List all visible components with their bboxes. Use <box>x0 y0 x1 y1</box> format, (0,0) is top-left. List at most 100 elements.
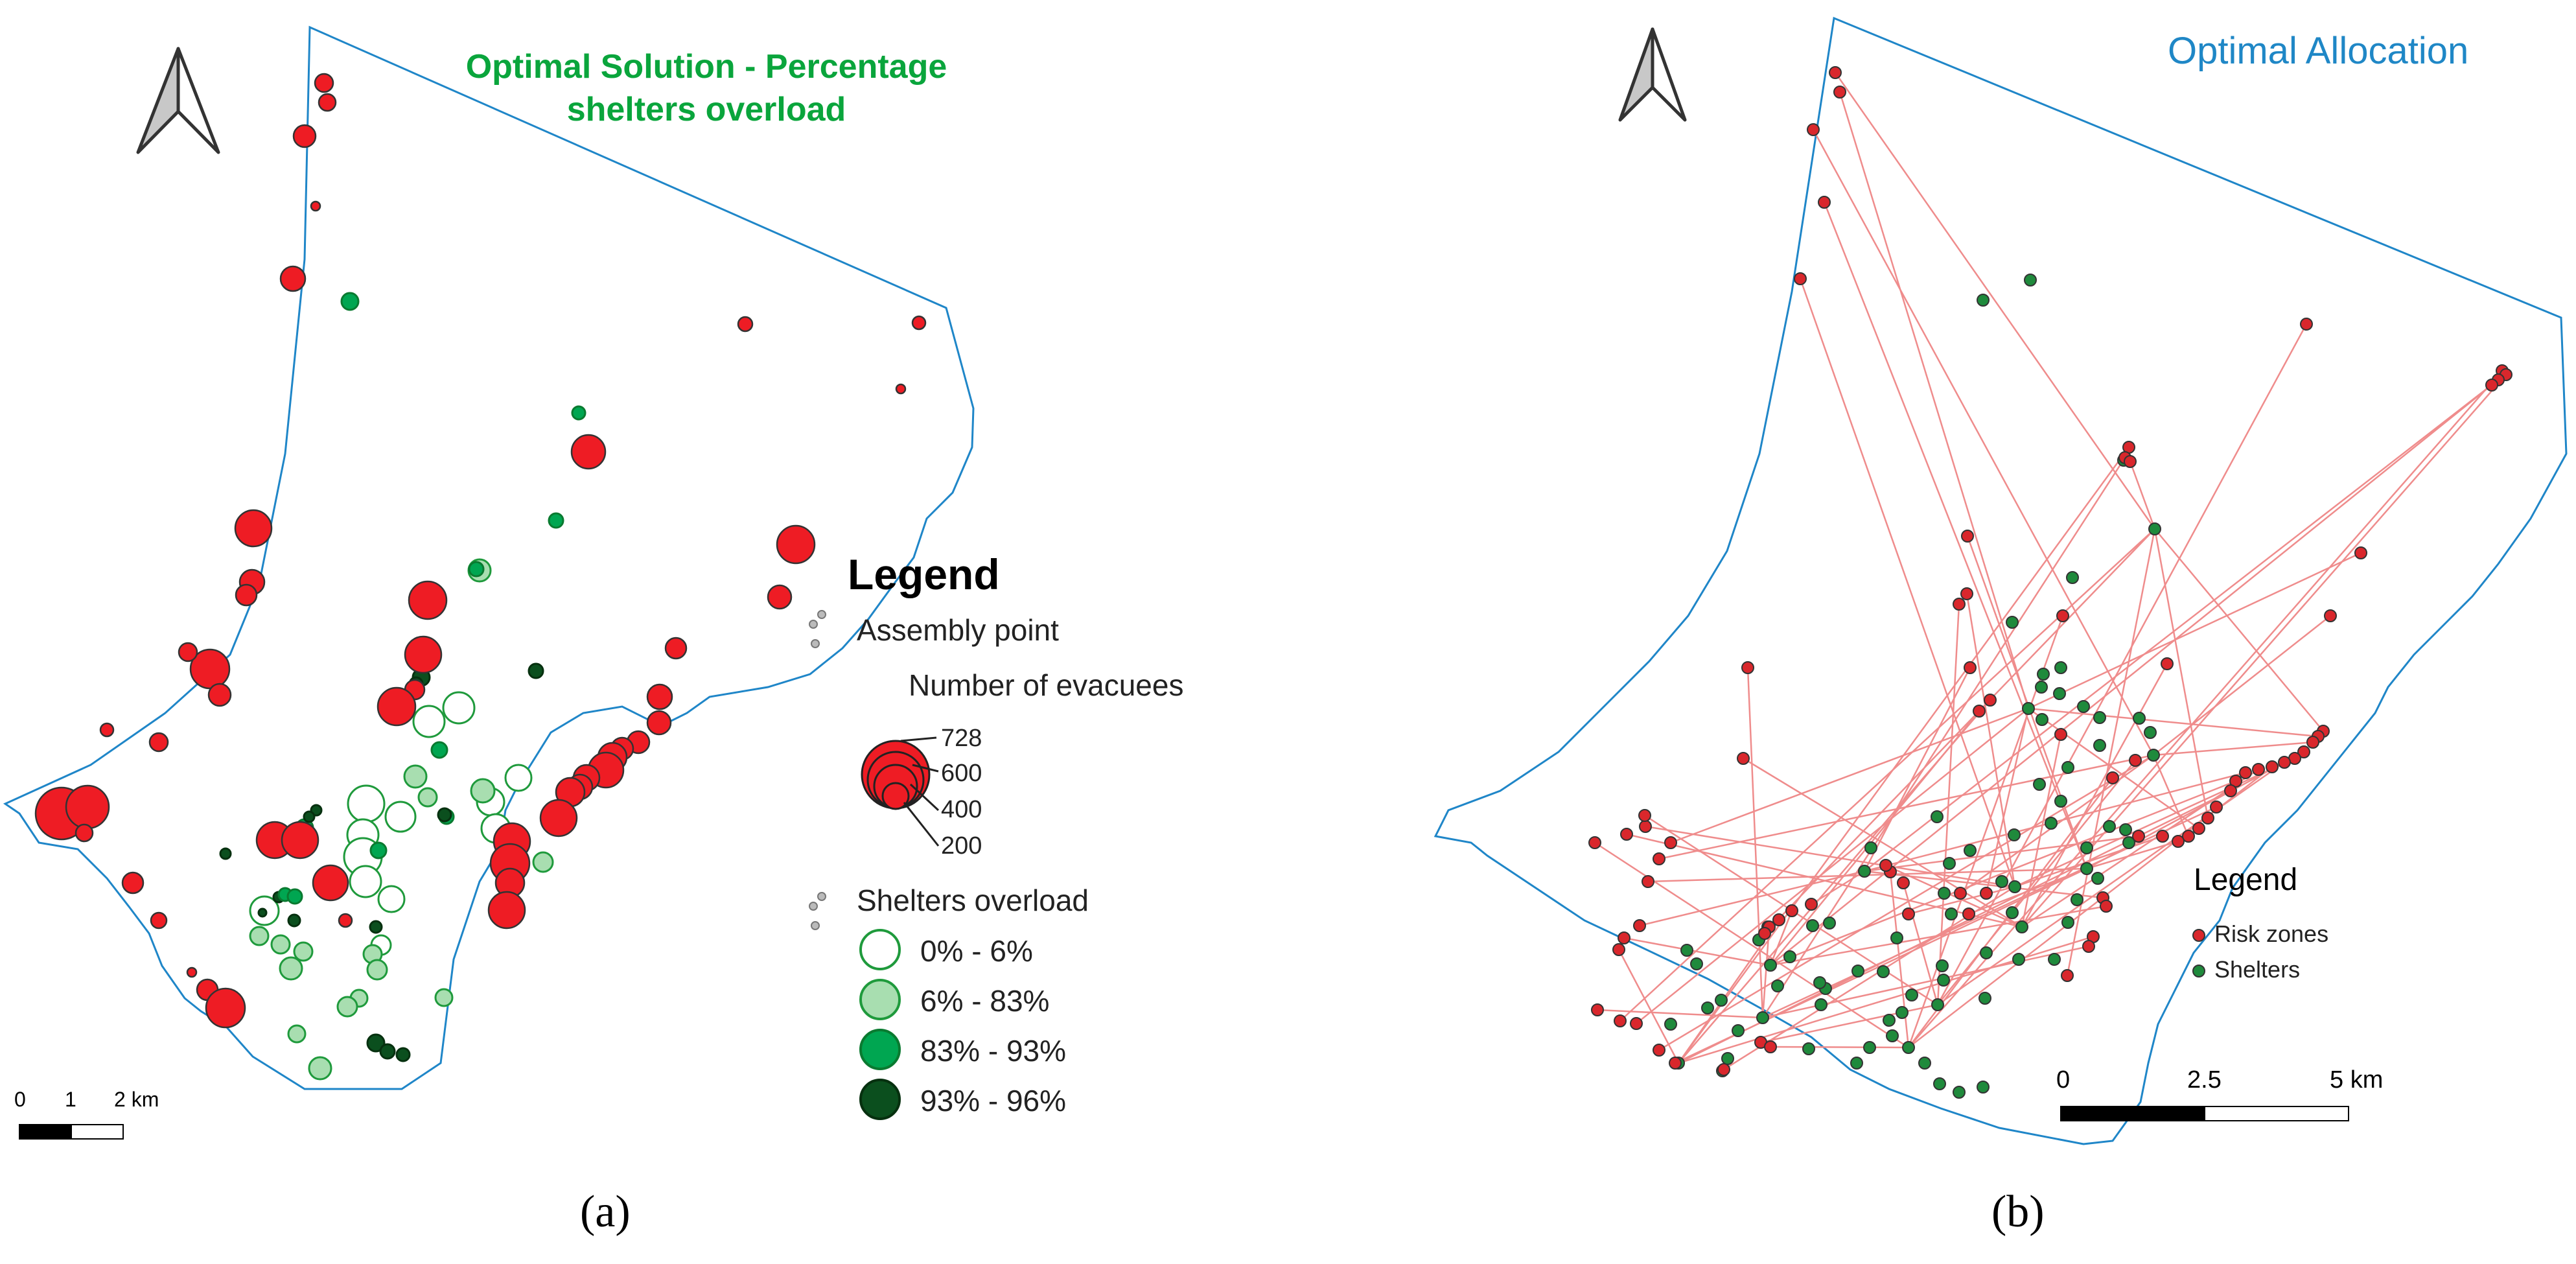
allocation-link <box>2153 741 2314 756</box>
shelter-point <box>1886 1029 1899 1042</box>
shelter <box>308 1056 332 1081</box>
shelter-point <box>2008 880 2021 893</box>
shelter <box>548 512 564 529</box>
risk-zone <box>2172 835 2185 848</box>
assembly-point <box>646 710 672 736</box>
assembly-point <box>310 200 321 212</box>
risk-zone <box>1807 123 1820 136</box>
risk-zone <box>1669 1057 1682 1070</box>
risk-zone <box>1961 530 1974 543</box>
assembly-point <box>292 124 317 148</box>
overload-map-canvas <box>3 25 975 1140</box>
allocation-link <box>1811 870 1865 906</box>
shelter-point <box>1823 917 1836 930</box>
allocation-link <box>1864 379 2499 872</box>
shelter-point <box>1783 950 1796 963</box>
risk-zone <box>2210 801 2223 813</box>
allocation-link <box>1678 699 1991 1064</box>
shelter <box>366 1033 386 1053</box>
risk-zone <box>2224 784 2237 797</box>
shelter <box>347 784 386 823</box>
scale-b-label-1: 2.5 <box>2187 1066 2222 1094</box>
risk-zone <box>1764 1040 1777 1053</box>
shelter <box>430 741 448 759</box>
allocation-link <box>2086 840 2179 870</box>
shelter-point <box>1918 1057 1931 1070</box>
map-title-a: Optimal Solution - Percentage shelters o… <box>465 48 947 128</box>
assembly-point <box>281 821 319 860</box>
risk-zone <box>2161 657 2174 670</box>
shelter-point <box>1936 959 1949 972</box>
risk-zone <box>1879 859 1892 872</box>
risk-zone <box>2082 940 2095 953</box>
assembly-point <box>911 315 927 331</box>
shelter <box>270 934 291 955</box>
allocation-link <box>1799 278 2016 887</box>
shelter-point <box>1701 1001 1714 1014</box>
risk-zone <box>2124 455 2137 468</box>
assembly-point <box>404 635 443 674</box>
risk-zone <box>1973 705 1986 718</box>
shelter-point <box>1771 979 1784 992</box>
risk-zone <box>1794 272 1807 285</box>
assembly-point <box>664 637 688 660</box>
shelter-point <box>1732 1024 1745 1037</box>
shelter <box>468 561 485 578</box>
shelter-point <box>2061 761 2074 774</box>
shelter-point <box>2053 687 2066 700</box>
assembly-point <box>205 987 246 1029</box>
shelter <box>349 865 382 898</box>
risk-zone <box>2192 822 2205 835</box>
allocation-link <box>1619 528 2155 1022</box>
shelter <box>434 988 454 1007</box>
shelter-point <box>2066 571 2079 584</box>
risk-zone <box>1588 836 1601 849</box>
risk-zone <box>2054 728 2067 741</box>
risk-zone <box>1642 875 1654 888</box>
allocation-link <box>1764 528 2155 934</box>
scale-a-label-2: 2 km <box>114 1088 159 1111</box>
shelter-point <box>2119 823 2132 836</box>
risk-zone <box>1612 943 1625 956</box>
risk-zone <box>2266 760 2279 773</box>
assembly-point <box>121 871 145 895</box>
shelter-point <box>1978 992 1991 1005</box>
risk-zone <box>1639 820 1652 833</box>
risk-zone <box>1785 904 1798 917</box>
risk-zone <box>1664 836 1677 849</box>
risk-zone <box>1758 927 1771 940</box>
risk-zone <box>2239 766 2252 779</box>
shelter-point <box>2148 522 2161 535</box>
shelter-point <box>2080 841 2093 854</box>
assembly-point <box>178 642 198 662</box>
shelter-point <box>2006 616 2019 629</box>
shelter-point <box>2033 778 2046 791</box>
shelter-point <box>1890 931 1903 944</box>
allocation-link <box>1834 72 2156 530</box>
shelter-point <box>1813 976 1826 989</box>
assembly-point <box>539 799 578 837</box>
allocation-link <box>2014 757 2295 888</box>
scale-bar-a <box>19 1124 124 1140</box>
shelter-point <box>1905 989 1918 1001</box>
assembly-point <box>377 686 417 727</box>
allocation-link <box>2021 374 2507 928</box>
shelter-point <box>2012 953 2025 966</box>
allocation-link <box>1985 708 2030 894</box>
allocation-link <box>2129 461 2156 530</box>
map-title-b: Optimal Allocation <box>2168 30 2469 72</box>
shelter-point <box>1715 994 1728 1007</box>
shelter <box>377 885 406 913</box>
allocation-link <box>1770 384 2492 966</box>
allocation-link <box>1639 870 1865 927</box>
risk-zone <box>1818 196 1831 209</box>
risk-zone <box>2132 830 2145 843</box>
shelter <box>532 851 554 873</box>
shelter-point <box>1902 1041 1915 1054</box>
shelter-point <box>2122 836 2135 849</box>
assembly-point <box>408 580 448 620</box>
panel-b-allocation-map: Optimal Allocation Legend Risk zones She… <box>1286 0 2576 1264</box>
shelter-point <box>1858 865 1871 878</box>
shelter-point <box>1764 959 1777 972</box>
assembly-point <box>767 584 793 610</box>
